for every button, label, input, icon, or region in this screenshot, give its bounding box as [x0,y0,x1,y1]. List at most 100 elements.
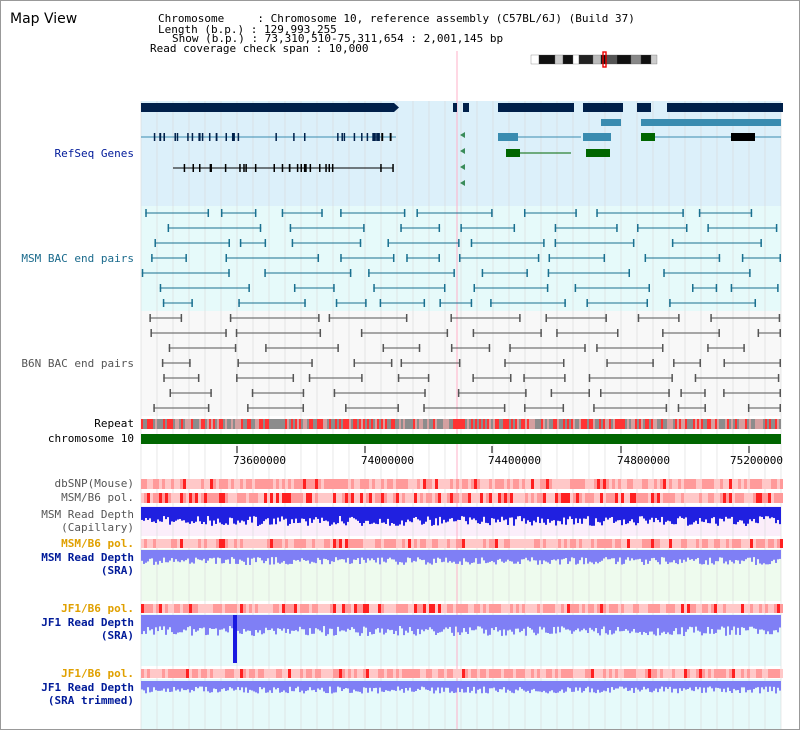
read-depth-bar [641,615,643,635]
read-depth-bar [705,681,707,693]
read-depth-bar [319,507,321,523]
read-depth-bar [621,615,623,632]
read-depth-bar [243,550,245,562]
gene-exon [381,133,384,141]
read-depth-bar [751,507,753,522]
polymorphism-cell [582,493,585,503]
read-depth-bar [643,507,645,519]
bac-end-mark [291,239,294,247]
polymorphism-cell [375,604,378,613]
read-depth-bar [323,550,325,559]
track-label-msm-depth-cap[interactable]: MSM Read Depth [41,508,134,521]
track-label-dbsnp[interactable]: dbSNP(Mouse) [54,477,134,490]
read-depth-bar [299,550,301,562]
read-depth-bar [163,615,165,627]
bac-end-mark [525,389,527,397]
read-depth-bar [419,615,421,635]
read-depth-bar [605,615,607,634]
polymorphism-cell [537,479,540,489]
bac-end-mark [777,284,779,292]
track-label-jf1-depth-sra[interactable]: JF1 Read Depth [41,616,134,629]
read-depth-bar [501,507,503,517]
track-label-chromosome[interactable]: chromosome 10 [47,432,134,445]
polymorphism-cell [426,539,429,548]
gene-exon [325,164,327,172]
gene-arrow [460,180,465,186]
read-depth-bar [241,615,243,634]
read-depth-bar [443,615,445,630]
polymorphism-cell [246,539,249,548]
polymorphism-cell [312,669,315,678]
read-depth-bar [295,681,297,689]
polymorphism-cell [234,669,237,678]
read-depth-bar [717,681,719,688]
read-depth-bar [283,507,285,520]
polymorphism-cell [747,604,750,613]
read-depth-bar [183,615,185,630]
polymorphism-cell [453,539,456,548]
polymorphism-cell [384,604,387,613]
gene-exon [328,164,331,172]
polymorphism-cell [687,669,690,678]
bac-end-mark [337,344,339,352]
read-depth-bar [597,681,599,690]
repeat-segment [587,419,589,429]
read-depth-bar [429,507,431,520]
repeat-segment [743,419,745,429]
polymorphism-cell [231,479,234,489]
read-depth-bar [685,550,687,562]
polymorphism-cell [312,479,315,489]
polymorphism-cell [636,669,639,678]
read-depth-bar [161,681,163,691]
polymorphism-cell [207,479,210,489]
polymorphism-cell [477,604,480,613]
polymorphism-cell [387,669,390,678]
repeat-segment [607,419,609,429]
track-label-refseq[interactable]: RefSeq Genes [54,147,134,160]
polymorphism-cell [165,669,168,678]
bac-end-mark [191,299,193,307]
polymorphism-cell [468,479,471,489]
track-label-jf1-depth-trim[interactable]: JF1 Read Depth [41,681,134,694]
bac-end-mark [513,224,516,232]
read-depth-bar [323,681,325,692]
polymorphism-cell [360,604,363,613]
polymorphism-cell [315,604,318,613]
read-depth-bar [735,550,737,561]
read-depth-bar [195,507,197,522]
read-depth-bar [217,681,219,693]
track-label-jf1-pol-2[interactable]: JF1/B6 pol. [61,667,134,680]
read-depth-bar [529,550,531,562]
track-label-repeat[interactable]: Repeat [94,417,134,430]
gene-exon [192,164,195,172]
polymorphism-cell [453,604,456,613]
polymorphism-cell [567,669,570,678]
read-depth-bar [469,507,471,518]
read-depth-bar [397,681,399,687]
gene-exon [254,164,257,172]
read-depth-bar [235,550,237,564]
read-depth-bar [315,615,317,629]
polymorphism-cell [318,493,321,503]
polymorphism-cell [327,669,330,678]
repeat-segment [489,419,491,429]
gene-block [498,103,574,112]
polymorphism-cell [570,669,573,678]
polymorphism-cell [195,539,198,548]
track-label-jf1-pol[interactable]: JF1/B6 pol. [61,602,134,615]
polymorphism-cell [312,493,315,503]
read-depth-bar [667,550,669,564]
repeat-segment [439,419,441,429]
polymorphism-cell [294,493,297,503]
repeat-segment [397,419,399,429]
read-depth-bar [413,615,415,635]
read-depth-bar [723,615,725,628]
polymorphism-cell [522,604,525,613]
polymorphism-cell [258,479,261,489]
polymorphism-cell [663,539,666,548]
track-label-msm-bac[interactable]: MSM BAC end pairs [21,252,134,265]
track-label-msm-pol[interactable]: MSM/B6 pol. [61,491,134,504]
track-label-msm-depth-sra[interactable]: MSM Read Depth [41,551,134,564]
track-label-b6n-bac[interactable]: B6N BAC end pairs [21,357,134,370]
track-label-msm-pol-2[interactable]: MSM/B6 pol. [61,537,134,550]
